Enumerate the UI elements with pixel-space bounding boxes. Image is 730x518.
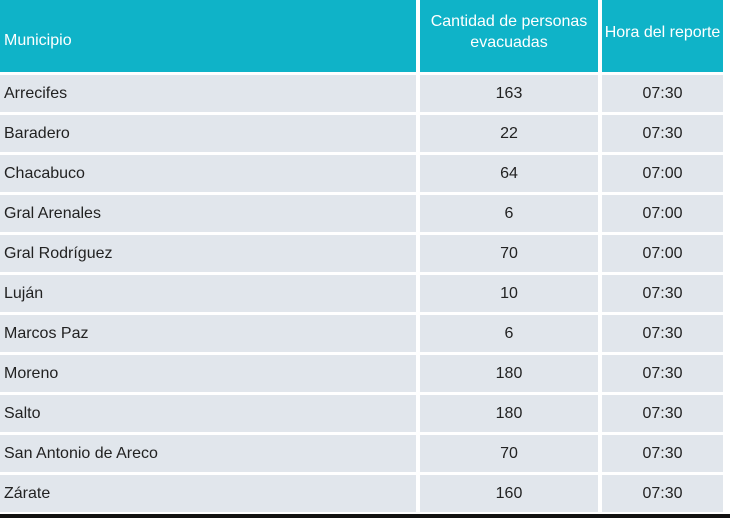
cell-cantidad: 163 (420, 75, 598, 112)
table-row: Zárate 160 07:30 (0, 475, 723, 512)
table-header-row: Municipio Cantidad de personas evacuadas… (0, 0, 723, 72)
cell-municipio: Gral Arenales (0, 195, 416, 232)
cell-cantidad: 10 (420, 275, 598, 312)
header-municipio: Municipio (0, 0, 416, 72)
cell-cantidad: 6 (420, 195, 598, 232)
cell-municipio: Salto (0, 395, 416, 432)
cell-cantidad: 70 (420, 235, 598, 272)
cell-municipio: Baradero (0, 115, 416, 152)
header-cantidad: Cantidad de personas evacuadas (420, 0, 598, 72)
cell-cantidad: 6 (420, 315, 598, 352)
cell-hora: 07:30 (602, 315, 723, 352)
table-row: Marcos Paz 6 07:30 (0, 315, 723, 352)
cell-cantidad: 180 (420, 395, 598, 432)
cell-municipio: Zárate (0, 475, 416, 512)
cell-hora: 07:30 (602, 355, 723, 392)
cell-cantidad: 22 (420, 115, 598, 152)
cell-cantidad: 160 (420, 475, 598, 512)
cell-hora: 07:30 (602, 435, 723, 472)
header-hora: Hora del reporte (602, 0, 723, 72)
table-row: Luján 10 07:30 (0, 275, 723, 312)
cell-municipio: Gral Rodríguez (0, 235, 416, 272)
cell-cantidad: 180 (420, 355, 598, 392)
cell-hora: 07:00 (602, 195, 723, 232)
cell-municipio: Luján (0, 275, 416, 312)
table-row: Salto 180 07:30 (0, 395, 723, 432)
table-row: Moreno 180 07:30 (0, 355, 723, 392)
table-row: Gral Arenales 6 07:00 (0, 195, 723, 232)
cell-hora: 07:30 (602, 475, 723, 512)
cell-hora: 07:00 (602, 155, 723, 192)
table-row: Arrecifes 163 07:30 (0, 75, 723, 112)
cell-municipio: Moreno (0, 355, 416, 392)
cell-hora: 07:30 (602, 115, 723, 152)
cell-cantidad: 64 (420, 155, 598, 192)
cell-municipio: Arrecifes (0, 75, 416, 112)
cell-cantidad: 70 (420, 435, 598, 472)
table-row: Gral Rodríguez 70 07:00 (0, 235, 723, 272)
cell-municipio: Chacabuco (0, 155, 416, 192)
cell-municipio: Marcos Paz (0, 315, 416, 352)
cell-municipio: San Antonio de Areco (0, 435, 416, 472)
cell-hora: 07:30 (602, 275, 723, 312)
table-row: Baradero 22 07:30 (0, 115, 723, 152)
table-row: San Antonio de Areco 70 07:30 (0, 435, 723, 472)
table-row: Chacabuco 64 07:00 (0, 155, 723, 192)
cell-hora: 07:30 (602, 75, 723, 112)
bottom-edge-bar (0, 514, 730, 518)
right-edge (727, 0, 730, 518)
cell-hora: 07:30 (602, 395, 723, 432)
cell-hora: 07:00 (602, 235, 723, 272)
